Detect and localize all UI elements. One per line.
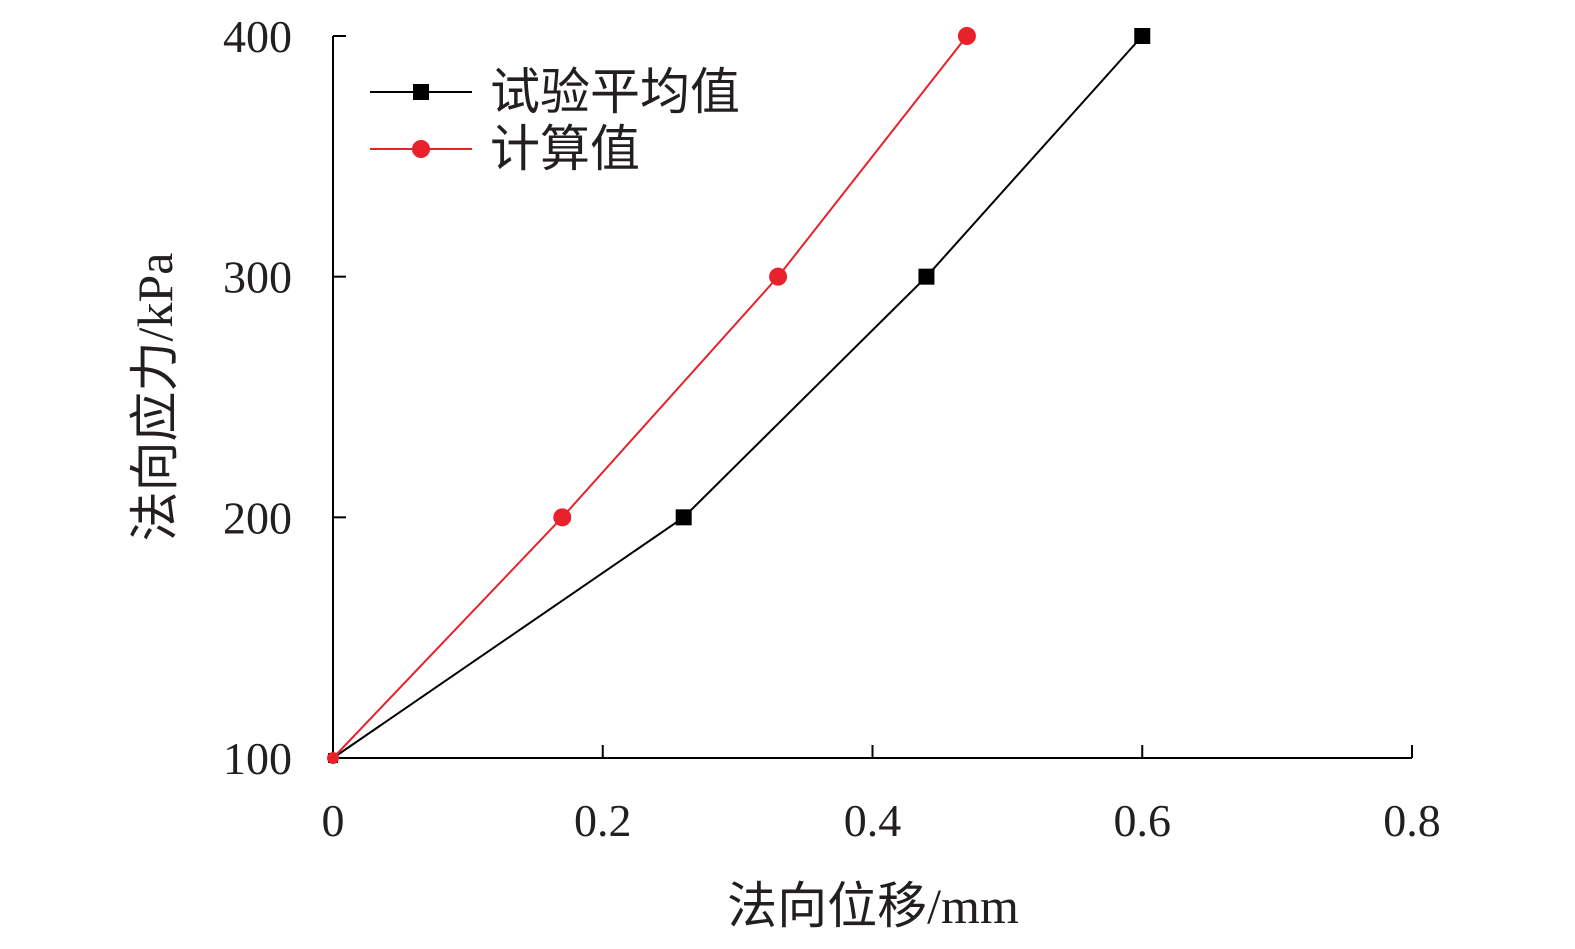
x-tick-label: 0.4 [844, 795, 902, 846]
y-tick-label: 200 [223, 492, 292, 543]
series-line [332, 35, 1143, 759]
series-line [332, 35, 968, 759]
legend-item: 试验平均值 [370, 64, 740, 120]
data-point [957, 27, 976, 45]
data-point [553, 508, 572, 527]
x-axis-title: 法向位移/mm [727, 878, 1019, 934]
x-tick-label: 0 [322, 795, 345, 846]
series-2 [327, 27, 976, 764]
data-point [327, 752, 339, 764]
series-layer [327, 27, 1151, 764]
legend-label: 计算值 [490, 121, 640, 177]
legend-marker [412, 140, 430, 158]
y-tick-label: 100 [223, 733, 292, 784]
x-tick-label: 0.6 [1114, 795, 1172, 846]
series-1 [328, 28, 1151, 763]
y-axis-title: 法向应力/kPa [127, 253, 183, 542]
y-tick-label: 400 [223, 11, 292, 62]
x-tick-label: 0.2 [574, 795, 632, 846]
legend-marker [413, 84, 429, 100]
legend-label: 试验平均值 [490, 64, 740, 120]
ticks: 0 0.2 0.4 0.6 0.8 100 200 300 400 [223, 11, 1441, 846]
data-point [1134, 28, 1151, 44]
data-point [769, 267, 788, 286]
x-tick-label: 0.8 [1383, 795, 1441, 846]
data-point [918, 268, 935, 285]
legend-item: 计算值 [370, 121, 640, 177]
data-point [675, 509, 692, 526]
y-tick-label: 300 [223, 252, 292, 303]
